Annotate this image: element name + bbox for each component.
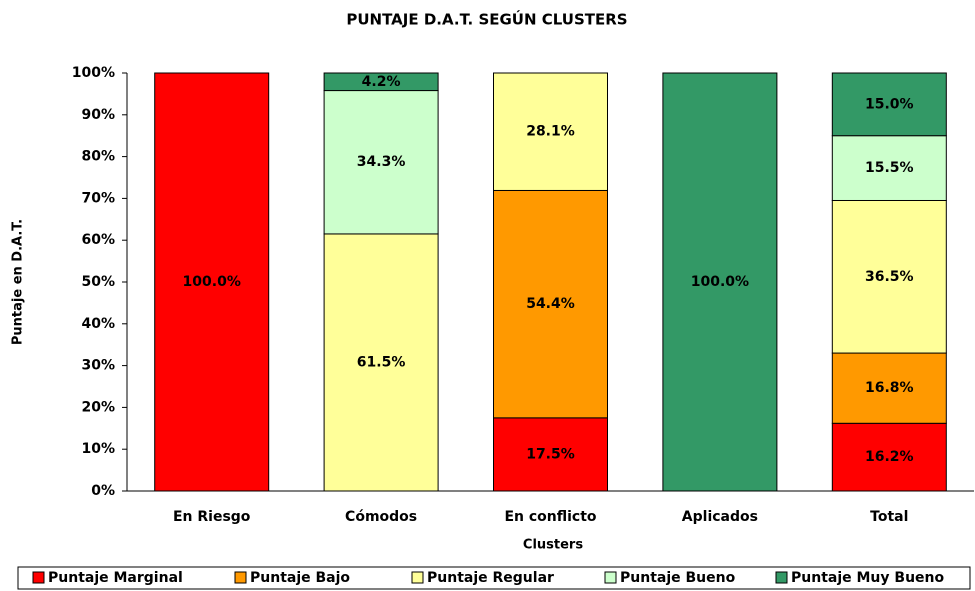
y-tick-label: 90% — [81, 107, 115, 123]
data-label: 16.2% — [865, 449, 914, 465]
data-label: 61.5% — [357, 354, 406, 370]
bar-segment — [831, 352, 947, 424]
bar-segment — [154, 72, 270, 492]
y-tick-label: 30% — [81, 358, 115, 374]
x-tick-label: Aplicados — [682, 509, 758, 525]
bar-segment — [493, 72, 608, 191]
legend-label: Puntaje Bueno — [620, 570, 736, 586]
data-label: 16.8% — [865, 380, 914, 396]
y-axis-label: Puntaje en D.A.T. — [11, 219, 26, 345]
chart-title: PUNTAJE D.A.T. SEGÚN CLUSTERS — [346, 10, 627, 29]
y-tick-label: 10% — [81, 441, 115, 457]
bar-segment — [493, 189, 608, 419]
data-label: 17.5% — [526, 446, 575, 462]
y-tick-label: 70% — [81, 190, 115, 206]
data-label: 28.1% — [526, 124, 575, 140]
y-tick-label: 0% — [91, 483, 115, 499]
bar-segment — [831, 422, 947, 492]
legend-swatch — [775, 571, 788, 584]
legend-swatch — [234, 571, 247, 584]
y-tick-label: 80% — [81, 149, 115, 165]
legend-label: Puntaje Bajo — [250, 570, 350, 586]
y-tick-label: 100% — [72, 65, 115, 81]
bar-segment — [323, 72, 439, 92]
x-tick-label: En conflicto — [504, 509, 596, 525]
data-label: 15.5% — [865, 160, 914, 176]
legend-swatch — [32, 571, 45, 584]
legend-swatch — [411, 571, 424, 584]
x-axis-label: Clusters — [523, 538, 583, 553]
x-tick-label: Cómodos — [345, 509, 417, 525]
data-label: 36.5% — [865, 269, 914, 285]
y-tick-label: 60% — [81, 232, 115, 248]
bar-segment — [323, 90, 439, 235]
bar-segment — [323, 233, 439, 492]
x-tick-label: Total — [870, 509, 908, 525]
y-tick-label: 50% — [81, 274, 115, 290]
data-label: 34.3% — [357, 154, 406, 170]
legend-label: Puntaje Marginal — [48, 570, 183, 586]
bar-segment — [831, 199, 947, 354]
y-tick-label: 40% — [81, 316, 115, 332]
y-tick-label: 20% — [81, 399, 115, 415]
x-tick-label: En Riesgo — [173, 509, 251, 525]
data-label: 100.0% — [691, 274, 749, 290]
legend-label: Puntaje Muy Bueno — [791, 570, 945, 586]
bar-segment — [493, 417, 608, 492]
legend-swatch — [604, 571, 617, 584]
legend-box — [17, 566, 971, 590]
bar-segment — [662, 72, 778, 492]
data-label: 54.4% — [526, 296, 575, 312]
data-label: 15.0% — [865, 96, 914, 112]
bar-segment — [831, 72, 947, 137]
data-label: 4.2% — [362, 74, 401, 90]
legend-label: Puntaje Regular — [427, 570, 554, 586]
data-label: 100.0% — [183, 274, 241, 290]
bar-segment — [831, 135, 947, 201]
